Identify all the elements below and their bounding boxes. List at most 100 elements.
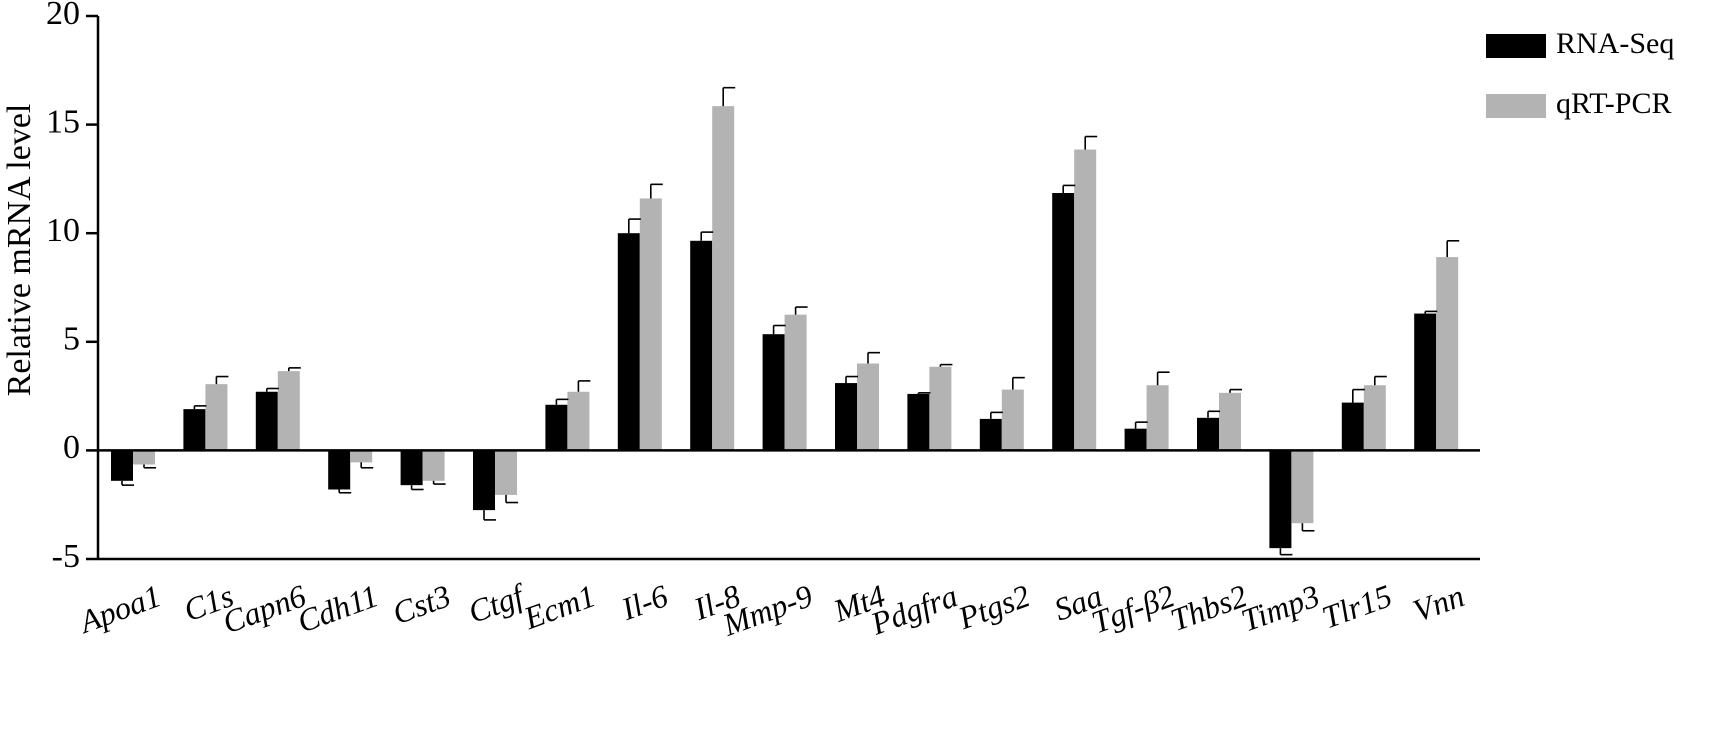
bar-rna-seq-thbs2 [1197,417,1219,451]
error-bar [360,462,374,469]
bar-qrt-pcr-vnn [1436,257,1459,451]
x-tick-label: Timp3 [1236,577,1324,638]
error-bar [989,411,1003,419]
error-bar [649,183,663,199]
bar-qrt-pcr-tlr15 [1363,385,1386,451]
legend-label: RNA-Seq [1556,27,1674,60]
bar-qrt-pcr-ptgs2 [1001,389,1024,451]
error-bar [627,218,641,234]
error-bar [1084,135,1098,150]
x-tick-label: Il-6 [616,577,673,627]
error-bar [121,480,134,486]
y-tick-label: -5 [52,538,80,575]
error-bar [265,387,279,392]
bar-qrt-pcr-mmp-9 [784,314,807,451]
y-axis-label: Relative mRNA level [1,104,38,397]
error-bar [1279,548,1293,556]
error-bar [1229,388,1242,393]
x-tick-label: Ptgs2 [953,577,1035,636]
error-bar [338,489,352,494]
bar-rna-seq-cst3 [400,450,423,486]
bar-rna-seq-ctgf [473,450,495,511]
bar-qrt-pcr-il-6 [639,198,662,451]
legend-swatch [1486,34,1546,58]
bars-layer [111,106,1459,549]
bar-qrt-pcr-timp3 [1291,450,1314,524]
error-bar [1011,376,1025,390]
bar-qrt-pcr-ecm1 [567,391,590,451]
bar-rna-seq-tgf-2 [1124,428,1147,451]
x-tick-label: Cdh11 [293,577,383,639]
bar-rna-seq-c1s [183,409,206,451]
y-tick-label: 15 [46,103,80,140]
y-tick-label: 10 [46,212,80,249]
error-bar [483,510,496,521]
legend-label: qRT-PCR [1556,87,1671,120]
x-tick-label: Vnn [1408,577,1469,628]
y-tick-label: 5 [63,321,80,358]
bar-rna-seq-ptgs2 [979,418,1002,451]
error-bar [917,392,931,394]
bar-rna-seq-timp3 [1269,450,1292,549]
error-bar [794,306,808,315]
bar-qrt-pcr-pdgfra [929,366,952,451]
bar-qrt-pcr-ctgf [495,450,517,495]
x-tick-label: Apoa1 [73,577,166,640]
bar-rna-seq-mmp-9 [762,334,785,451]
error-bar [577,380,591,392]
bar-rna-seq-vnn [1414,313,1437,451]
error-bar [1424,310,1438,314]
error-bar [1062,184,1076,194]
error-bar [555,398,569,405]
bar-qrt-pcr-saa [1074,149,1097,451]
bar-qrt-pcr-tgf-2 [1146,385,1169,451]
error-bar [1374,375,1387,386]
error-bar [939,363,953,367]
bar-rna-seq-tlr15 [1341,402,1364,451]
bar-rna-seq-il-6 [617,233,640,451]
error-bars-layer [121,86,1460,556]
bar-qrt-pcr-thbs2 [1219,392,1241,451]
bar-qrt-pcr-il-8 [712,106,735,451]
error-bar [772,324,786,335]
bar-qrt-pcr-mt4 [857,363,879,451]
bar-qrt-pcr-cst3 [422,450,445,481]
bar-rna-seq-capn6 [255,391,278,451]
bar-qrt-pcr-c1s [205,384,228,451]
bar-rna-seq-apoa1 [111,450,133,481]
bar-qrt-pcr-apoa1 [133,450,155,465]
error-bar [287,367,301,372]
error-bar [700,231,714,241]
error-bar [722,86,736,107]
error-bar [505,494,518,504]
x-tick-label: Cst3 [388,577,455,631]
error-bar [193,405,207,410]
y-tick-label: 0 [63,429,80,466]
error-bar [432,480,446,485]
error-bar [410,485,424,491]
bar-qrt-pcr-cdh11 [350,450,373,463]
error-bar [215,375,229,385]
error-bar [143,464,156,469]
error-bar [1352,388,1365,403]
bar-qrt-pcr-capn6 [277,371,300,451]
bar-rna-seq-mt4 [835,383,857,451]
x-tick-label: Tgf-β2 [1087,577,1179,640]
error-bar [1301,523,1315,532]
error-bar [845,375,858,384]
bar-rna-seq-pdgfra [907,393,930,451]
legend: RNA-Seq qRT-PCR [1486,27,1674,120]
bar-rna-seq-ecm1 [545,404,568,451]
error-bar [1156,371,1170,386]
x-tick-label: Tlr15 [1317,577,1396,635]
axes-layer [86,14,1480,561]
error-bar [1207,410,1220,418]
bar-rna-seq-saa [1052,193,1075,451]
error-bar [1446,240,1460,258]
error-bar [1134,421,1148,429]
x-tick-label: Ecm1 [518,577,600,636]
legend-swatch [1486,94,1546,118]
error-bar [867,351,880,364]
